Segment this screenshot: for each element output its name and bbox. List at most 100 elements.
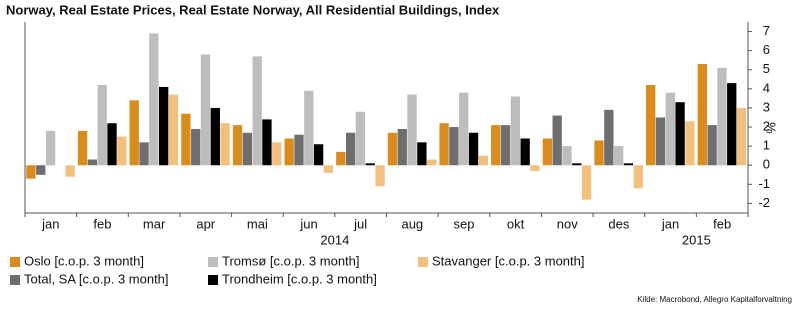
bar <box>200 54 211 166</box>
bar <box>387 132 398 166</box>
bar <box>572 163 582 166</box>
x-tick-label: jul <box>353 216 367 231</box>
bar <box>181 113 191 166</box>
bar <box>407 94 417 166</box>
bar <box>500 125 511 166</box>
bar <box>294 134 304 166</box>
legend-label: Oslo [c.o.p. 3 month] <box>24 253 144 268</box>
bar <box>323 165 334 173</box>
bar <box>272 142 282 166</box>
bar <box>520 138 530 166</box>
bar <box>530 165 540 171</box>
x-tick-label: jan <box>661 216 679 231</box>
bar <box>313 144 324 166</box>
bar <box>468 132 479 166</box>
bar <box>459 92 469 166</box>
bar <box>427 159 437 166</box>
bar <box>252 56 262 166</box>
y-tick-label: 7 <box>763 23 770 38</box>
bar <box>139 142 149 166</box>
bar <box>478 155 488 166</box>
bar <box>707 125 717 166</box>
bar <box>365 163 375 166</box>
bar <box>355 111 366 166</box>
x-tick-label: aug <box>401 216 423 231</box>
x-tick-label: nov <box>557 216 578 231</box>
legend-swatch <box>10 275 20 285</box>
bar <box>242 132 252 166</box>
bar <box>727 83 737 166</box>
bar <box>665 92 675 166</box>
bar <box>129 100 139 166</box>
y-tick-label: 0 <box>763 157 770 172</box>
bar <box>397 128 407 166</box>
bar <box>646 85 656 166</box>
bar <box>87 159 98 166</box>
bar <box>491 125 501 166</box>
bar <box>191 128 201 166</box>
bar <box>717 67 727 166</box>
bar <box>449 127 459 166</box>
legend-label: Total, SA [c.o.p. 3 month] <box>24 271 169 286</box>
legend-swatch <box>10 257 20 267</box>
bar <box>613 146 624 166</box>
bar <box>375 165 385 187</box>
bar <box>210 107 220 166</box>
bar <box>623 163 634 166</box>
x-tick-label: feb <box>713 216 731 231</box>
bar <box>232 125 243 166</box>
bar <box>262 119 272 166</box>
x-tick-label: apr <box>196 216 215 231</box>
bar <box>345 132 356 166</box>
bar <box>594 140 604 166</box>
x-tick-label: mar <box>143 216 166 231</box>
bar <box>655 117 666 166</box>
bar <box>220 123 230 166</box>
bar <box>510 96 521 166</box>
bar <box>97 85 107 166</box>
bar <box>439 123 449 166</box>
bar <box>552 115 562 166</box>
bar <box>26 165 36 179</box>
bar <box>697 64 707 166</box>
bar <box>542 138 553 166</box>
bar <box>604 109 614 166</box>
bar <box>45 130 56 166</box>
x-tick-label: feb <box>93 216 111 231</box>
bar <box>633 165 643 189</box>
legend-swatch <box>418 257 428 267</box>
bar <box>685 121 695 166</box>
bar <box>562 146 572 166</box>
y-tick-label: 3 <box>763 99 770 114</box>
y-tick-label: -1 <box>758 176 770 191</box>
y-axis-label: % <box>763 122 778 134</box>
legend-label: Trondheim [c.o.p. 3 month] <box>222 271 377 286</box>
bar <box>675 102 685 166</box>
bar <box>417 142 427 166</box>
bar <box>117 136 127 166</box>
x-tick-label: jun <box>299 216 317 231</box>
y-tick-label: 2 <box>763 118 770 133</box>
bar <box>168 94 179 166</box>
y-tick-label: 6 <box>763 42 770 57</box>
y-tick-label: 4 <box>763 80 770 95</box>
x-tick-label: jan <box>41 216 59 231</box>
bar <box>65 165 75 177</box>
bar <box>159 86 169 166</box>
chart-title: Norway, Real Estate Prices, Real Estate … <box>6 2 500 17</box>
x-tick-label: okt <box>507 216 525 231</box>
source: Kilde: Macrobond, Allegro Kapitalforvalt… <box>637 295 792 304</box>
bar <box>581 165 592 200</box>
x-tick-label: des <box>608 216 629 231</box>
x-tick-label: mai <box>247 216 268 231</box>
bar <box>304 90 314 166</box>
bar <box>107 123 117 166</box>
bar <box>284 138 294 166</box>
legend-swatch <box>208 275 218 285</box>
x-group-label: 2014 <box>320 232 349 247</box>
bar <box>736 107 747 166</box>
bar <box>149 33 159 166</box>
x-group-label: 2015 <box>682 232 711 247</box>
x-tick-label: sep <box>453 216 474 231</box>
